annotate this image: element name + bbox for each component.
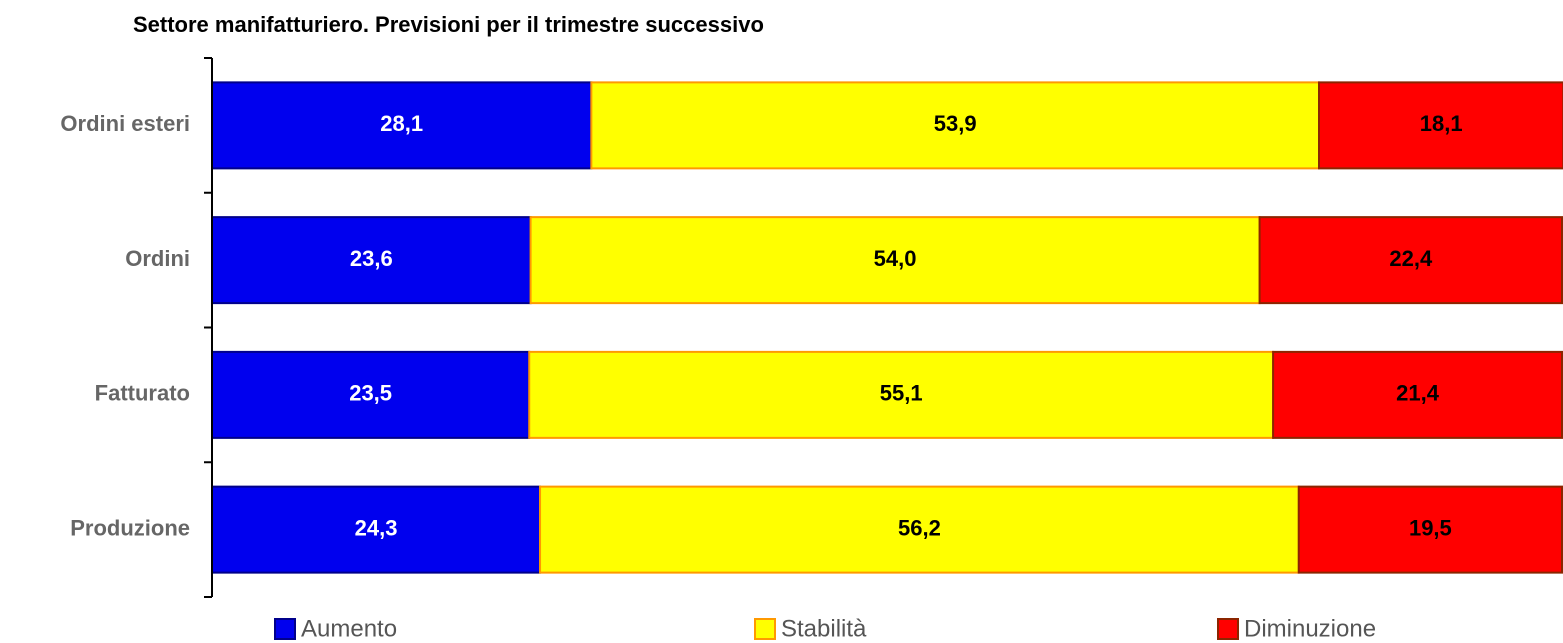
value-label: 21,4 [1396,381,1440,406]
value-label: 56,2 [898,515,941,540]
value-label: 28,1 [380,111,423,136]
chart-title: Settore manifatturiero. Previsioni per i… [133,12,764,37]
legend-label: Diminuzione [1244,615,1376,642]
legend-label: Aumento [301,615,397,642]
bar-segment [590,81,1320,170]
bar-segment [211,485,542,574]
y-tick-label: Ordini esteri [60,111,190,136]
legend-label: Stabilità [781,615,867,642]
bar-segment [539,485,1300,574]
bar-segment [529,216,1261,305]
value-label: 24,3 [355,515,398,540]
bar-segment [1297,485,1563,574]
bar-segment [211,216,532,305]
y-tick-label: Fatturato [95,381,190,406]
legend-swatch [1217,618,1239,640]
bar-segment [1272,350,1563,439]
bar-segment [211,81,593,170]
legend-swatch [274,618,296,640]
value-label: 23,6 [350,246,393,271]
value-label: 53,9 [934,111,977,136]
value-label: 22,4 [1389,246,1433,271]
bar-segment [1318,81,1563,170]
y-tick-label: Produzione [70,515,190,540]
value-label: 19,5 [1409,515,1452,540]
bar-segment [1258,216,1563,305]
legend-swatch [754,618,776,640]
value-label: 18,1 [1420,111,1463,136]
value-label: 55,1 [880,381,923,406]
value-label: 23,5 [349,381,392,406]
y-tick-label: Ordini [125,246,190,271]
value-label: 54,0 [874,246,917,271]
